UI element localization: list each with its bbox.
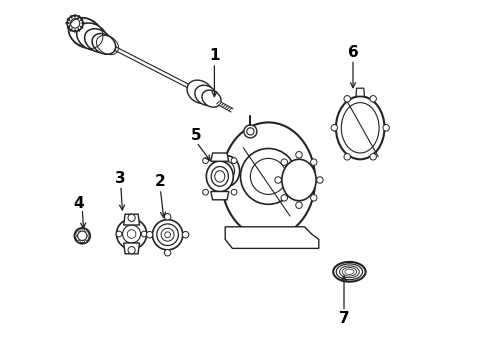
Circle shape [344, 95, 350, 102]
Ellipse shape [195, 85, 218, 105]
Ellipse shape [220, 162, 235, 180]
Ellipse shape [85, 29, 112, 53]
Circle shape [152, 220, 183, 250]
Ellipse shape [333, 262, 366, 282]
Text: 7: 7 [339, 311, 349, 326]
Circle shape [182, 231, 189, 238]
Circle shape [74, 228, 90, 244]
Text: 2: 2 [155, 174, 166, 189]
Circle shape [164, 249, 171, 256]
Circle shape [77, 231, 87, 240]
Circle shape [203, 189, 208, 195]
Text: 5: 5 [191, 127, 202, 143]
Circle shape [296, 202, 302, 208]
Ellipse shape [345, 269, 354, 274]
Circle shape [128, 247, 135, 254]
Circle shape [275, 177, 281, 183]
Circle shape [157, 224, 178, 246]
Ellipse shape [241, 148, 296, 204]
Circle shape [383, 125, 390, 131]
Circle shape [147, 231, 153, 238]
Circle shape [231, 158, 237, 163]
Circle shape [331, 125, 338, 131]
Polygon shape [111, 45, 196, 91]
Circle shape [67, 15, 83, 31]
Circle shape [370, 154, 376, 160]
Ellipse shape [282, 159, 316, 201]
Circle shape [88, 235, 90, 237]
Circle shape [244, 125, 257, 138]
Ellipse shape [202, 90, 221, 107]
Circle shape [74, 235, 77, 237]
Circle shape [161, 228, 174, 241]
Circle shape [78, 229, 80, 231]
Circle shape [311, 194, 317, 201]
Ellipse shape [69, 18, 101, 47]
Circle shape [84, 229, 87, 231]
Polygon shape [211, 153, 229, 161]
Ellipse shape [221, 122, 315, 238]
Circle shape [317, 177, 323, 183]
Circle shape [311, 159, 317, 166]
Ellipse shape [206, 161, 233, 192]
Circle shape [231, 189, 237, 195]
Circle shape [117, 219, 147, 249]
Ellipse shape [215, 156, 240, 186]
Text: 3: 3 [116, 171, 126, 186]
Ellipse shape [92, 33, 116, 54]
Polygon shape [356, 88, 365, 96]
Ellipse shape [77, 23, 107, 50]
Circle shape [165, 232, 171, 238]
Circle shape [296, 152, 302, 158]
Circle shape [344, 154, 350, 160]
Text: 4: 4 [74, 196, 84, 211]
Circle shape [203, 158, 208, 163]
Circle shape [122, 225, 141, 243]
Circle shape [128, 214, 135, 221]
Polygon shape [123, 243, 140, 254]
Circle shape [71, 19, 80, 28]
Circle shape [281, 159, 288, 166]
Circle shape [247, 128, 254, 135]
Text: 1: 1 [209, 48, 220, 63]
Circle shape [141, 231, 147, 237]
Circle shape [116, 231, 122, 237]
Polygon shape [123, 214, 140, 225]
Circle shape [370, 95, 376, 102]
Ellipse shape [336, 264, 363, 280]
Ellipse shape [336, 96, 385, 159]
Ellipse shape [340, 266, 359, 278]
Ellipse shape [211, 166, 228, 186]
Ellipse shape [250, 158, 286, 194]
Ellipse shape [342, 103, 379, 153]
Circle shape [281, 194, 288, 201]
Text: 6: 6 [347, 45, 358, 60]
Circle shape [164, 213, 171, 220]
Ellipse shape [342, 267, 357, 276]
Ellipse shape [187, 80, 213, 103]
Circle shape [78, 240, 80, 243]
Ellipse shape [215, 171, 225, 182]
Circle shape [127, 230, 136, 238]
Polygon shape [211, 192, 229, 200]
Polygon shape [225, 227, 319, 248]
Circle shape [84, 240, 87, 243]
